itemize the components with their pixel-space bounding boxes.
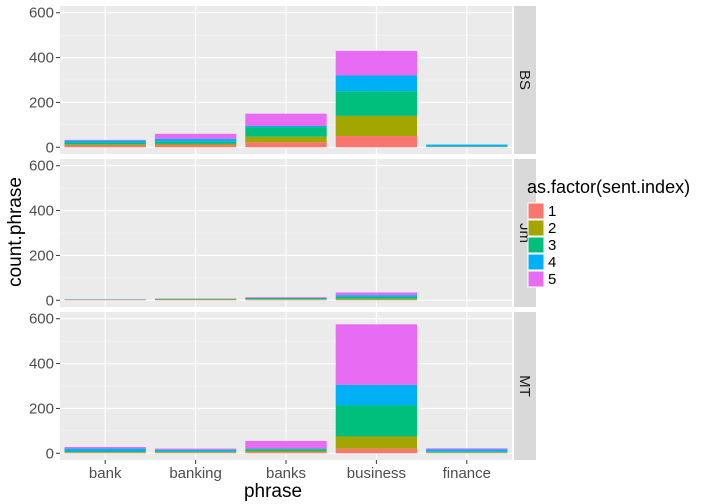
legend-key-3 — [527, 236, 545, 254]
legend-label-3: 3 — [548, 237, 556, 254]
facet-strip — [514, 6, 536, 154]
facet-strip — [514, 312, 536, 460]
bar-segment-banks-5 — [245, 113, 327, 126]
bar-segment-banks-4 — [245, 448, 327, 450]
bar-segment-banking-5 — [154, 448, 237, 450]
bar-segment-banking-4 — [154, 138, 237, 142]
y-tick-label: 400 — [29, 50, 54, 67]
bar-segment-banks-3 — [245, 449, 327, 452]
y-tick-label: 0 — [46, 139, 54, 156]
legend-label-4: 4 — [548, 254, 556, 271]
x-tick-label: finance — [443, 465, 491, 482]
bar-segment-business-4 — [335, 75, 418, 92]
bar-segment-business-4 — [335, 295, 418, 297]
facet-strip-label: BS — [516, 70, 533, 90]
bar-segment-banks-3 — [245, 298, 327, 300]
y-tick-label: 0 — [46, 445, 54, 462]
bar-segment-banks-1 — [245, 452, 327, 454]
facet-panel-bs: 0 200 400 600 BS — [29, 5, 536, 156]
bar-segment-banks-4 — [245, 125, 327, 128]
legend-key-1 — [527, 202, 545, 220]
bar-segment-finance-3 — [426, 451, 508, 453]
bar-segment-banking-3 — [154, 451, 237, 453]
y-tick-label: 400 — [29, 356, 54, 373]
bar-segment-business-2 — [335, 436, 418, 449]
y-tick-label: 600 — [29, 5, 54, 22]
bar-segment-business-3 — [335, 91, 418, 116]
bar-segment-bank-2 — [64, 144, 146, 146]
x-tick-label: banks — [266, 465, 306, 482]
bar-segment-banks-4 — [245, 297, 327, 299]
bar-segment-banking-1 — [154, 145, 237, 148]
bar-segment-banking-2 — [154, 452, 237, 453]
bar-segment-banks-2 — [245, 299, 327, 300]
bar-segment-bank-5 — [64, 446, 146, 449]
bar-segment-banks-2 — [245, 451, 327, 453]
x-axis-title: phrase — [244, 481, 302, 502]
bar-segment-bank-4 — [64, 140, 146, 143]
legend-key-5 — [527, 270, 545, 288]
legend-key-4 — [527, 253, 545, 271]
y-tick-label: 600 — [29, 158, 54, 175]
bar-segment-bank-2 — [64, 452, 146, 453]
y-tick-label: 200 — [29, 247, 54, 264]
bar-segment-business-5 — [335, 50, 418, 76]
bar-segment-banking-2 — [154, 299, 237, 301]
bar-segment-business-2 — [335, 298, 418, 300]
bar-segment-business-3 — [335, 296, 418, 299]
bar-segment-business-4 — [335, 384, 418, 406]
facet-panel-mt: 0 200 400 600 MT — [29, 311, 536, 462]
legend-key-2 — [527, 219, 545, 237]
legend-label-1: 1 — [548, 203, 556, 220]
bar-segment-finance-4 — [426, 144, 508, 147]
bar-segment-finance-4 — [426, 449, 508, 452]
bar-segment-bank-3 — [64, 451, 146, 453]
legend-label-5: 5 — [548, 271, 556, 288]
bar-segment-banking-5 — [154, 133, 237, 139]
bar-segment-banks-5 — [245, 440, 327, 449]
bar-segment-finance-5 — [426, 448, 508, 450]
y-tick-label: 0 — [46, 292, 54, 309]
bar-segment-business-1 — [335, 448, 418, 454]
bar-segment-business-5 — [335, 292, 418, 296]
bar-segment-bank-3 — [64, 142, 146, 145]
bar-segment-bank-1 — [64, 145, 146, 148]
bar-segment-banking-2 — [154, 143, 237, 146]
y-tick-label: 600 — [29, 311, 54, 328]
bar-segment-business-1 — [335, 136, 418, 148]
bar-segment-banks-5 — [245, 297, 327, 298]
bar-segment-business-5 — [335, 324, 418, 385]
legend-title: as.factor(sent.index) — [527, 177, 690, 197]
bar-segment-banks-1 — [245, 142, 327, 148]
y-tick-label: 400 — [29, 203, 54, 220]
bar-segment-banks-2 — [245, 136, 327, 143]
bar-segment-banking-4 — [154, 449, 237, 452]
bar-segment-business-2 — [335, 115, 418, 137]
bar-segment-banking-3 — [154, 141, 237, 144]
x-axis: bank banking banks business finance — [89, 460, 491, 482]
bar-segment-business-3 — [335, 405, 418, 437]
x-tick-label: banking — [169, 465, 222, 482]
y-tick-label: 200 — [29, 400, 54, 417]
bar-segment-bank-5 — [64, 139, 146, 141]
y-tick-label: 200 — [29, 94, 54, 111]
y-axis-title: count.phrase — [5, 177, 26, 287]
bar-segment-banks-3 — [245, 127, 327, 137]
x-tick-label: bank — [89, 465, 122, 482]
x-tick-label: business — [347, 465, 406, 482]
legend-label-2: 2 — [548, 220, 556, 237]
facet-strip-label: MT — [516, 375, 533, 397]
bar-segment-bank-4 — [64, 448, 146, 452]
